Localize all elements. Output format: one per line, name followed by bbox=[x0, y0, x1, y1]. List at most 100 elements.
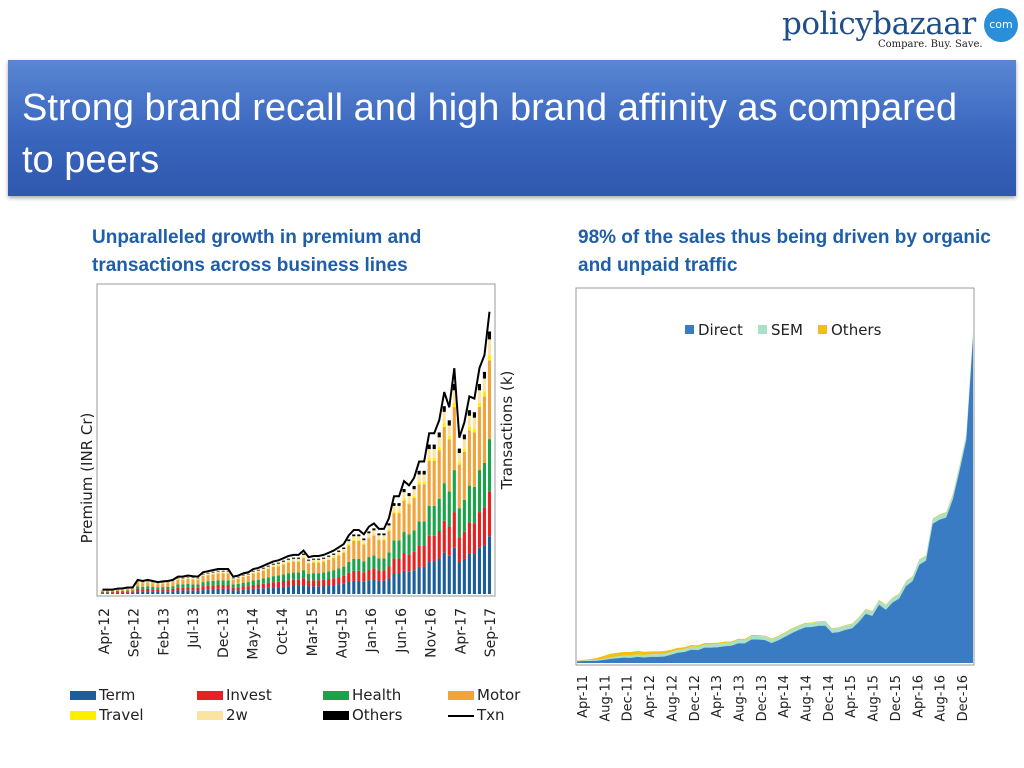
legend-label: 2w bbox=[226, 706, 248, 724]
bar-invest-17 bbox=[186, 587, 190, 591]
bar-2w-76 bbox=[482, 378, 487, 392]
bar-health-10 bbox=[151, 586, 155, 590]
bar-2w-18 bbox=[191, 577, 195, 579]
bar-travel-53 bbox=[367, 537, 371, 539]
bar-others-30 bbox=[251, 570, 255, 572]
bar-health-57 bbox=[387, 552, 391, 567]
bar-invest-29 bbox=[246, 586, 250, 590]
chart2-legend-item-sem: SEM bbox=[758, 321, 803, 339]
premium-transactions-chart: Apr-12 Sep-12 Feb-13 Jul-13 Dec-13 May-14 Oct-… bbox=[78, 283, 516, 660]
bar-invest-24 bbox=[221, 584, 225, 589]
bar-term-17 bbox=[186, 590, 190, 594]
bar-health-69 bbox=[447, 491, 451, 527]
bar-term-20 bbox=[201, 589, 205, 594]
bar-health-49 bbox=[347, 561, 351, 573]
bar-travel-65 bbox=[427, 458, 431, 461]
bar-others-46 bbox=[332, 553, 336, 555]
bar-others-27 bbox=[236, 576, 240, 578]
bar-health-12 bbox=[161, 587, 165, 590]
bar-health-11 bbox=[156, 587, 160, 590]
policybazaar-logo: policybazaar com Compare. Buy. Save. bbox=[778, 6, 1018, 54]
bar-2w-48 bbox=[342, 548, 346, 552]
bar-2w-58 bbox=[392, 505, 396, 512]
bar-2w-33 bbox=[266, 566, 270, 569]
bar-motor-74 bbox=[472, 432, 476, 487]
bar-2w-67 bbox=[437, 437, 441, 447]
bar-invest-5 bbox=[126, 591, 130, 593]
bar-travel-54 bbox=[372, 534, 376, 536]
bar-term-48 bbox=[342, 583, 346, 594]
bar-health-4 bbox=[121, 590, 125, 592]
bar-health-25 bbox=[226, 580, 230, 585]
bar-invest-16 bbox=[181, 587, 185, 591]
legend-label: Others bbox=[352, 706, 403, 724]
logo-com-badge: com bbox=[984, 8, 1018, 42]
bar-motor-54 bbox=[372, 535, 376, 556]
bar-term-9 bbox=[146, 591, 150, 594]
bar-others-67 bbox=[437, 432, 441, 438]
bar-term-30 bbox=[251, 588, 255, 594]
bar-term-35 bbox=[276, 587, 280, 594]
bar-travel-58 bbox=[392, 511, 396, 514]
bar-health-5 bbox=[126, 590, 130, 592]
bar-invest-9 bbox=[146, 588, 150, 592]
legend-label: Invest bbox=[226, 686, 272, 704]
bar-others-58 bbox=[392, 503, 396, 506]
bar-motor-45 bbox=[327, 559, 331, 572]
bar-motor-3 bbox=[116, 589, 120, 592]
bar-term-37 bbox=[286, 586, 291, 594]
bar-motor-67 bbox=[437, 450, 441, 499]
bar-invest-31 bbox=[256, 584, 260, 589]
chart2-tick-label: Aug-11 bbox=[598, 675, 613, 722]
bar-2w-63 bbox=[417, 474, 421, 482]
bar-2w-31 bbox=[256, 570, 260, 572]
bar-health-20 bbox=[201, 582, 205, 587]
bar-health-14 bbox=[171, 586, 175, 589]
bar-term-16 bbox=[181, 590, 185, 594]
chart1-tick-label: Feb-13 bbox=[156, 608, 172, 656]
bar-term-58 bbox=[392, 574, 396, 594]
bar-others-61 bbox=[407, 493, 411, 497]
chart2-tick-label: Aug-14 bbox=[800, 675, 815, 722]
chart2-tick-label: Apr-11 bbox=[576, 675, 591, 718]
bar-2w-37 bbox=[286, 559, 291, 562]
bar-invest-15 bbox=[176, 587, 180, 591]
bar-term-25 bbox=[226, 588, 230, 594]
bar-motor-0 bbox=[100, 590, 105, 592]
bar-others-63 bbox=[417, 470, 421, 475]
bar-2w-29 bbox=[246, 574, 250, 576]
bar-travel-61 bbox=[407, 502, 411, 505]
bar-2w-11 bbox=[156, 583, 160, 584]
bar-health-70 bbox=[452, 470, 456, 513]
bar-2w-12 bbox=[161, 582, 165, 584]
legend-item-term: Term bbox=[70, 686, 135, 706]
bar-health-40 bbox=[301, 570, 306, 579]
bar-others-69 bbox=[447, 420, 451, 426]
bar-2w-59 bbox=[397, 505, 401, 512]
bar-health-73 bbox=[467, 485, 471, 523]
bar-health-32 bbox=[261, 578, 265, 584]
bar-health-39 bbox=[296, 572, 301, 580]
bar-motor-4 bbox=[121, 589, 125, 591]
legend-item-motor: Motor bbox=[448, 686, 520, 706]
bar-health-38 bbox=[291, 572, 296, 580]
organic-traffic-chart: Direct SEM Others Apr-11 Aug-11 Dec-11 Apr-12… bbox=[575, 287, 975, 722]
bar-motor-8 bbox=[141, 583, 145, 587]
bar-travel-52 bbox=[362, 543, 366, 545]
bar-others-62 bbox=[412, 485, 416, 490]
bar-health-34 bbox=[271, 576, 275, 583]
bar-invest-11 bbox=[156, 589, 160, 592]
bar-travel-55 bbox=[377, 538, 381, 541]
bar-2w-41 bbox=[307, 560, 311, 563]
bar-others-59 bbox=[397, 503, 401, 506]
bar-health-26 bbox=[231, 584, 235, 588]
bar-2w-23 bbox=[216, 571, 220, 573]
bar-others-53 bbox=[367, 531, 371, 534]
bar-motor-7 bbox=[136, 582, 140, 587]
bar-motor-52 bbox=[362, 544, 366, 562]
bar-health-24 bbox=[221, 580, 225, 585]
bar-term-63 bbox=[417, 566, 421, 594]
bar-2w-30 bbox=[251, 571, 255, 573]
bar-health-33 bbox=[266, 577, 270, 583]
bar-motor-36 bbox=[281, 564, 285, 575]
